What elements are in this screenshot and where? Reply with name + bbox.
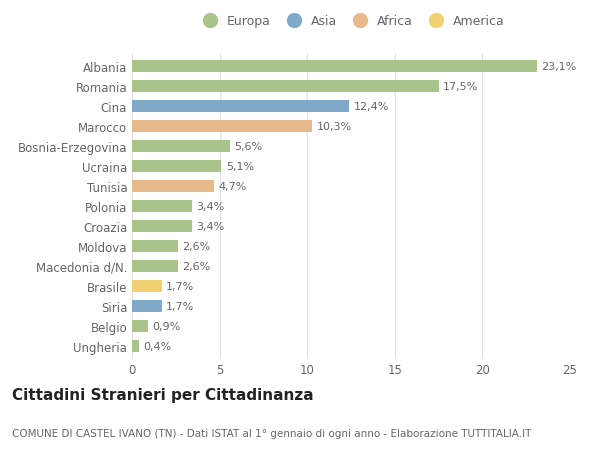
Bar [132,201,191,213]
Text: 1,7%: 1,7% [166,281,194,291]
Bar [132,340,139,352]
Text: 3,4%: 3,4% [196,222,224,231]
Bar [132,140,230,153]
Text: 23,1%: 23,1% [541,62,577,72]
Text: 5,1%: 5,1% [226,162,254,172]
Text: 10,3%: 10,3% [317,122,352,132]
Text: 5,6%: 5,6% [235,142,263,152]
Bar [132,220,191,233]
Text: 0,9%: 0,9% [152,321,181,331]
Text: Cittadini Stranieri per Cittadinanza: Cittadini Stranieri per Cittadinanza [12,387,314,403]
Bar [132,61,537,73]
Legend: Europa, Asia, Africa, America: Europa, Asia, Africa, America [194,13,508,31]
Bar [132,81,439,93]
Bar [132,161,221,173]
Text: 2,6%: 2,6% [182,241,210,252]
Text: 1,7%: 1,7% [166,301,194,311]
Bar [132,240,178,252]
Bar [132,121,313,133]
Text: 2,6%: 2,6% [182,261,210,271]
Bar [132,280,162,292]
Text: COMUNE DI CASTEL IVANO (TN) - Dati ISTAT al 1° gennaio di ogni anno - Elaborazio: COMUNE DI CASTEL IVANO (TN) - Dati ISTAT… [12,428,532,438]
Bar [132,101,349,113]
Text: 0,4%: 0,4% [143,341,172,351]
Text: 4,7%: 4,7% [219,182,247,191]
Text: 3,4%: 3,4% [196,202,224,212]
Bar [132,320,148,332]
Text: 12,4%: 12,4% [353,102,389,112]
Text: 17,5%: 17,5% [443,82,478,92]
Bar [132,180,214,193]
Bar [132,260,178,273]
Bar [132,300,162,313]
